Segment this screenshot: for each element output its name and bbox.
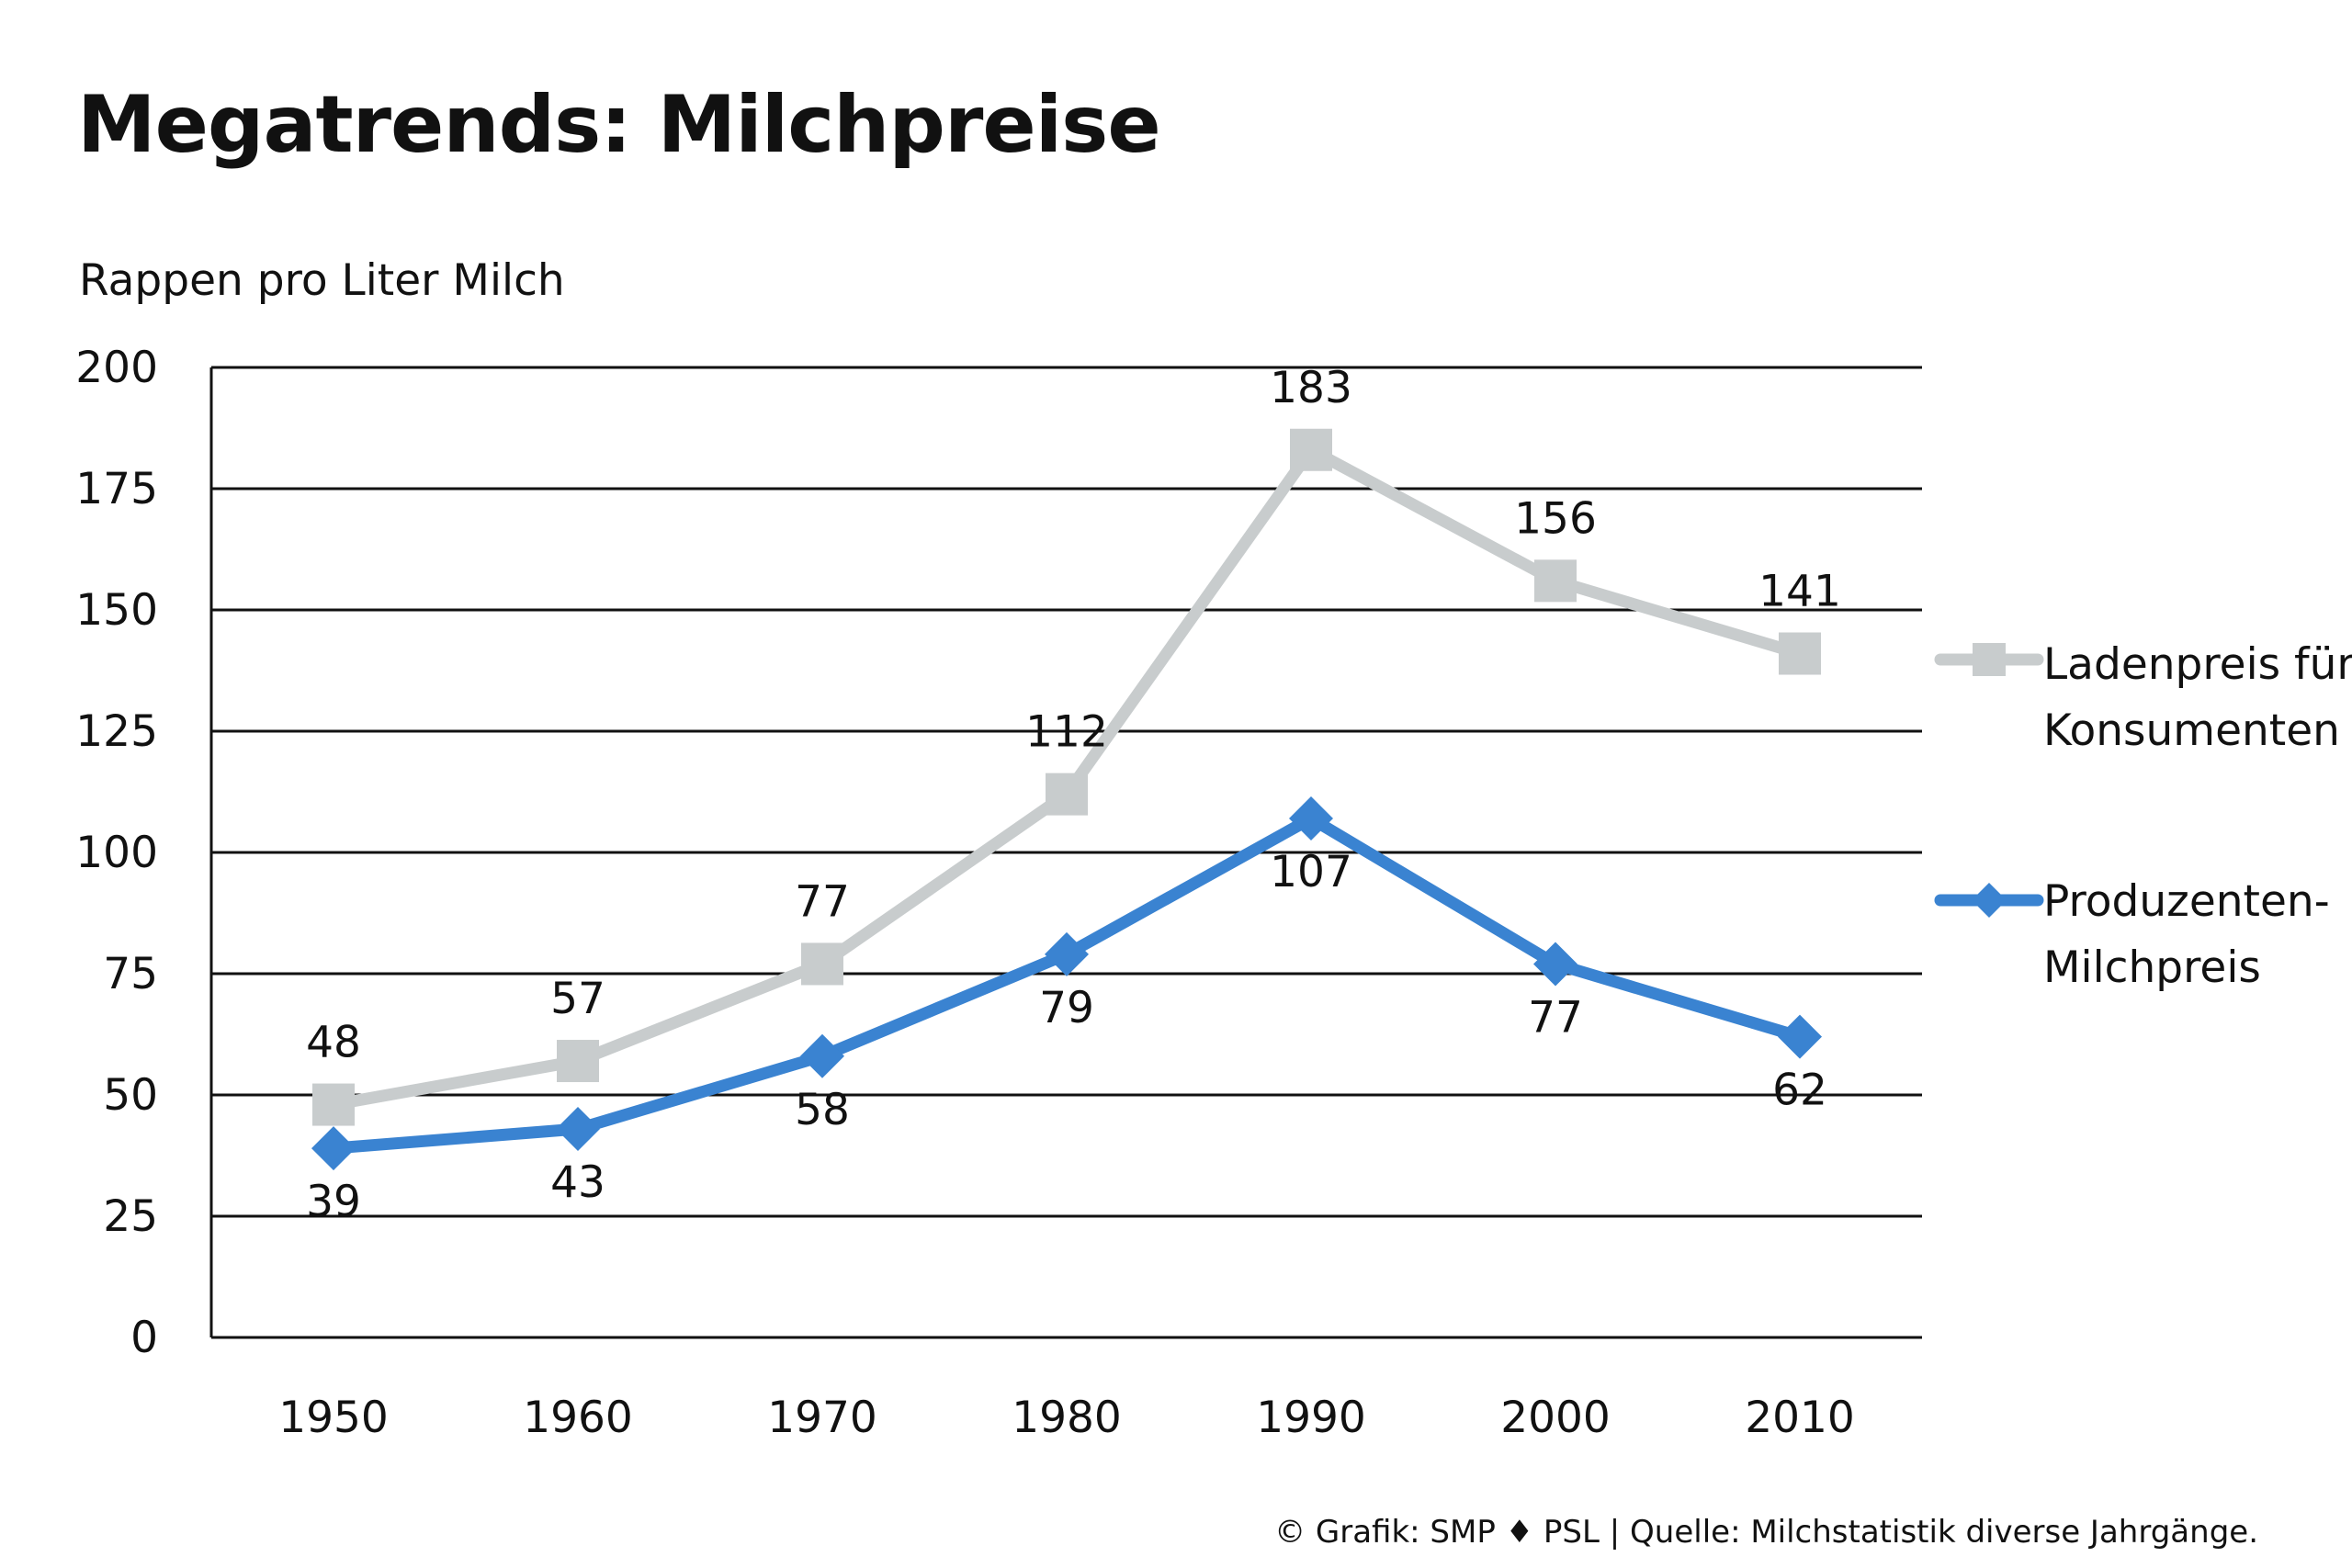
data-label: 48	[306, 1018, 361, 1068]
y-tick-label: 50	[103, 1070, 158, 1121]
source-credit: © Grafik: SMP ♦ PSL | Quelle: Milchstati…	[1274, 1514, 2258, 1551]
data-point	[800, 1033, 844, 1078]
x-tick-label: 1960	[523, 1393, 633, 1443]
data-point	[311, 1126, 356, 1171]
data-label: 79	[1039, 983, 1094, 1033]
data-label: 141	[1758, 567, 1841, 617]
y-tick-label: 125	[75, 706, 158, 757]
data-point	[1046, 773, 1088, 816]
data-label: 62	[1772, 1066, 1827, 1116]
data-label: 183	[1270, 363, 1352, 413]
data-point	[557, 1040, 599, 1083]
x-tick-labels: 1950 1960 1970 1980 1990 2000 2010	[278, 1393, 1855, 1443]
chart-title: Megatrends: Milchpreise	[77, 79, 1161, 171]
data-point	[1534, 559, 1577, 603]
data-point	[556, 1106, 600, 1151]
series-ladenpreis: 48 57 77 112 183 156 141	[306, 363, 1841, 1126]
data-label: 57	[550, 974, 605, 1024]
legend-entry-ladenpreis: Ladenpreis für Konsumenten	[2043, 632, 2352, 764]
data-point	[1779, 632, 1821, 675]
y-tick-label: 25	[103, 1191, 158, 1242]
data-label: 39	[306, 1177, 361, 1227]
y-tick-label: 150	[75, 585, 158, 636]
legend-entry-produzenten: Produzenten- Milchpreis	[2043, 869, 2330, 1001]
data-label: 112	[1025, 707, 1108, 758]
series-produzenten: 39 43 58 79 107 77 62	[306, 796, 1827, 1227]
data-point	[312, 1083, 355, 1126]
grid-lines	[211, 366, 1922, 1339]
x-tick-label: 2010	[1745, 1393, 1855, 1443]
x-tick-label: 2000	[1500, 1393, 1611, 1443]
legend-label-line: Milchpreis	[2043, 942, 2261, 993]
data-point	[1533, 942, 1577, 987]
y-tick-label: 175	[75, 464, 158, 514]
x-tick-label: 1980	[1012, 1393, 1122, 1443]
x-tick-label: 1990	[1256, 1393, 1366, 1443]
y-tick-label: 100	[75, 828, 158, 878]
legend-label-line: Ladenpreis für	[2043, 639, 2352, 690]
data-point	[801, 942, 843, 986]
data-label: 77	[1528, 992, 1583, 1043]
data-label: 58	[795, 1085, 850, 1135]
legend-label-line: Produzenten-	[2043, 876, 2330, 927]
data-label: 107	[1270, 847, 1352, 897]
y-tick-label: 200	[75, 343, 158, 393]
legend-swatch-marker	[1973, 643, 2006, 676]
data-point	[1290, 428, 1332, 471]
data-label: 156	[1514, 493, 1597, 544]
data-point	[1778, 1014, 1822, 1059]
y-tick-label: 75	[103, 949, 158, 999]
legend-swatch	[1934, 643, 2044, 676]
legend-label-line: Konsumenten	[2043, 705, 2340, 756]
x-tick-label: 1970	[767, 1393, 877, 1443]
y-tick-labels: 0 25 50 75 100 125 150 175 200	[75, 343, 158, 1363]
legend-swatch-marker	[1972, 883, 2007, 918]
y-tick-label: 0	[130, 1313, 158, 1363]
data-point	[1045, 931, 1089, 976]
x-tick-label: 1950	[278, 1393, 389, 1443]
data-label: 77	[795, 876, 850, 927]
series: 48 57 77 112 183 156 141 39 43 58 79 107 77 62	[306, 363, 1841, 1227]
legend-swatch	[1934, 883, 2044, 918]
y-axis-label: Rappen pro Liter Milch	[79, 255, 565, 306]
legend-swatches	[1934, 643, 2044, 918]
data-label: 43	[550, 1157, 605, 1208]
data-point	[1289, 796, 1333, 841]
